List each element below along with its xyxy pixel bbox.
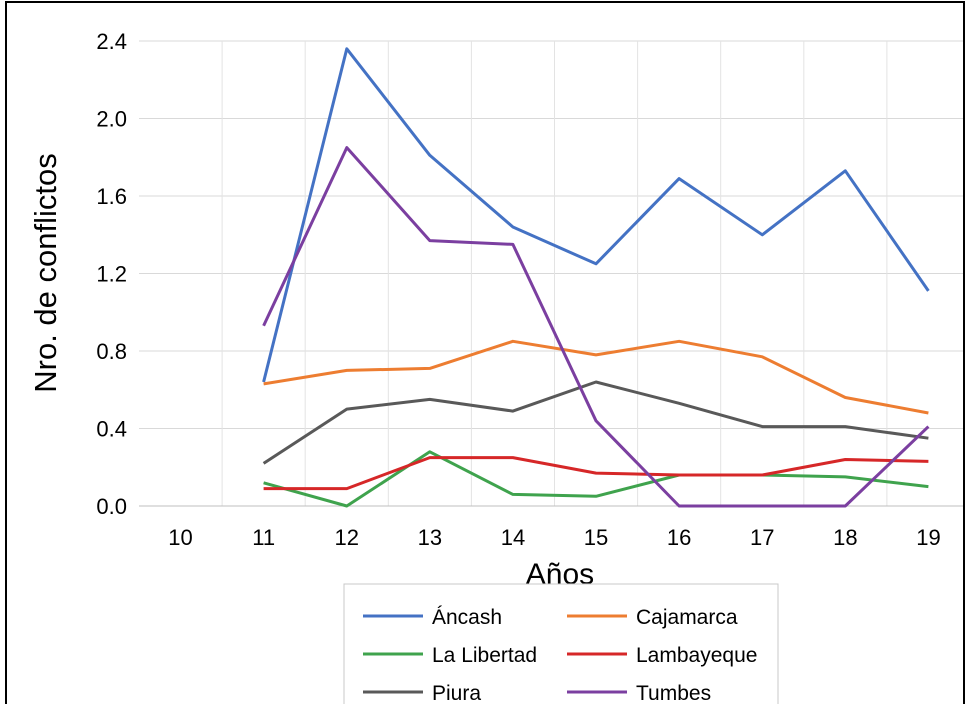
- legend-label: Lambayeque: [636, 644, 757, 667]
- x-tick-label: 17: [750, 525, 774, 550]
- legend: Áncash Cajamarca La Libertad Lambayeque Piur…: [343, 583, 779, 707]
- y-tick-label: 1.2: [96, 262, 127, 287]
- x-tick-label: 13: [418, 525, 442, 550]
- legend-label: Cajamarca: [636, 606, 738, 629]
- y-tick-label: 2.0: [96, 107, 127, 132]
- grid: [139, 40, 970, 506]
- y-axis-label: Nro. de conflictos: [28, 153, 63, 393]
- legend-label: La Libertad: [432, 644, 537, 667]
- x-tick-label: 16: [667, 525, 691, 550]
- x-tick-label: 19: [916, 525, 940, 550]
- legend-label: Áncash: [432, 606, 502, 629]
- chart-frame: 0.0 0.4 0.8 1.2 1.6 2.0 2.4 10 11 12 13 14 15 16 17 18 1…: [5, 1, 970, 707]
- series-line-lambayeque: [263, 456, 929, 491]
- y-tick-label: 0.4: [96, 417, 127, 442]
- legend-label: Piura: [432, 682, 481, 704]
- legend-label: Tumbes: [636, 682, 711, 704]
- series-line-la-libertad: [263, 450, 929, 508]
- line-chart: 0.0 0.4 0.8 1.2 1.6 2.0 2.4 10 11 12 13 14 15 16 17 18 1…: [28, 29, 970, 707]
- x-tick-label: 12: [335, 525, 359, 550]
- y-tick-label: 0.0: [96, 494, 127, 519]
- series-line-áncash: [262, 47, 930, 383]
- series-line-tumbes: [262, 146, 930, 508]
- x-tick-label: 15: [584, 525, 608, 550]
- x-tick-label: 18: [833, 525, 857, 550]
- y-tick-label: 1.6: [96, 184, 127, 209]
- y-tick-label: 0.8: [96, 339, 127, 364]
- legend-box: [343, 583, 779, 707]
- series-lines: [262, 47, 930, 508]
- axes: 0.0 0.4 0.8 1.2 1.6 2.0 2.4 10 11 12 13 14 15 16 17 18 1…: [96, 29, 970, 550]
- series-line-cajamarca: [263, 339, 929, 415]
- x-tick-label: 10: [168, 525, 192, 550]
- series-line-piura: [262, 380, 929, 465]
- y-tick-label: 2.4: [96, 29, 127, 54]
- x-tick-label: 14: [501, 525, 525, 550]
- x-tick-label: 11: [252, 525, 275, 550]
